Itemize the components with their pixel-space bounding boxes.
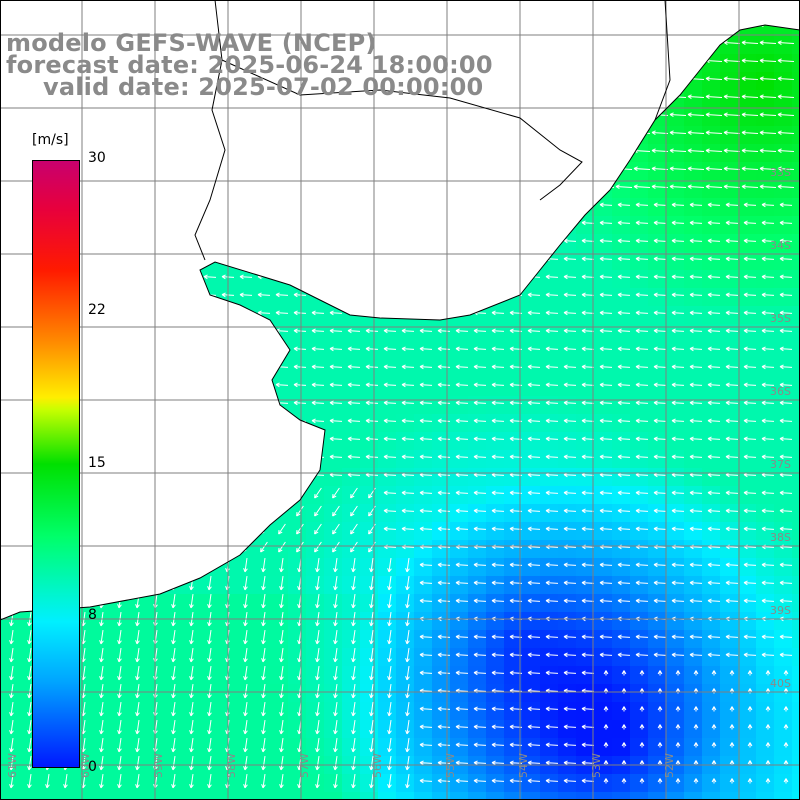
colorbar-unit-label: [m/s] [32,132,69,148]
colorbar-tick-8: 8 [88,607,97,623]
lon-label: 56W [371,753,384,778]
river-border-north [221,59,583,201]
lat-label: 37S [770,458,791,471]
forecast-date: forecast date: 2025-06-24 18:00:00 [6,51,493,79]
lat-label: 34S [770,239,791,252]
lon-label: 52W [663,753,676,778]
colorbar-tick-0: 0 [88,759,97,775]
lon-label: 53W [590,753,603,778]
lon-label: 55W [444,753,457,778]
lat-label: 39S [770,604,791,617]
model-title: modelo GEFS-WAVE (NCEP) [6,29,377,57]
colorbar [32,160,80,768]
lagoon-border [654,0,671,121]
coastline [0,24,800,621]
valid-date: valid date: 2025-07-02 00:00:00 [43,73,484,101]
lon-label: 59W [152,753,165,778]
latitude-labels: 33S 34S 35S 36S 37S 38S 39S 40S [770,166,791,690]
lat-label: 38S [770,531,791,544]
longitude-labels: 61W 60W 59W 58W 57W 56W 55W 54W 53W 52W [6,753,676,778]
lat-label: 33S [770,166,791,179]
lon-label: 61W [6,753,19,778]
lat-label: 35S [770,312,791,325]
colorbar-tick-22: 22 [88,302,106,318]
colorbar-tick-15: 15 [88,455,106,471]
lat-label: 36S [770,385,791,398]
lat-label: 40S [770,677,791,690]
lon-label: 58W [225,753,238,778]
colorbar-tick-30: 30 [88,150,106,166]
lon-label: 54W [517,753,530,778]
lon-label: 60W [79,753,92,778]
lon-label: 57W [298,753,311,778]
